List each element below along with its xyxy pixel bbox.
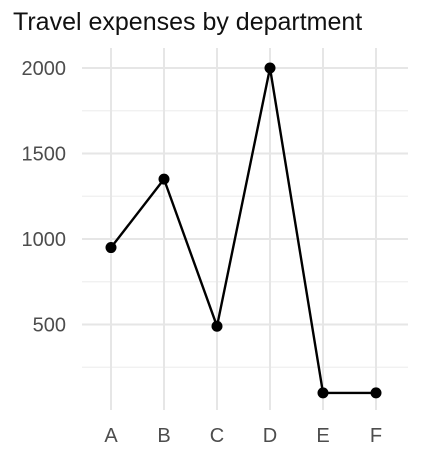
data-point [317, 387, 329, 399]
y-tick-label: 1000 [22, 229, 67, 251]
y-tick-label: 2000 [22, 58, 67, 80]
series-line [110, 66, 376, 395]
grid-layer [82, 48, 408, 410]
tick-layer: 500 1000 1500 2000 A B C D E F [22, 58, 383, 447]
data-point [370, 387, 382, 399]
series-layer [105, 62, 382, 399]
x-tick-label: D [263, 425, 277, 447]
data-point [264, 62, 276, 74]
data-point [211, 320, 223, 332]
x-tick-label: E [316, 425, 329, 447]
data-point [158, 173, 170, 185]
x-tick-label: F [370, 425, 382, 447]
data-point [105, 242, 117, 254]
x-tick-label: C [210, 425, 224, 447]
x-tick-label: B [157, 425, 170, 447]
y-tick-label: 500 [33, 315, 66, 337]
x-tick-label: A [104, 425, 118, 447]
chart-title: Travel expenses by department [13, 8, 363, 36]
y-tick-label: 1500 [22, 144, 67, 166]
